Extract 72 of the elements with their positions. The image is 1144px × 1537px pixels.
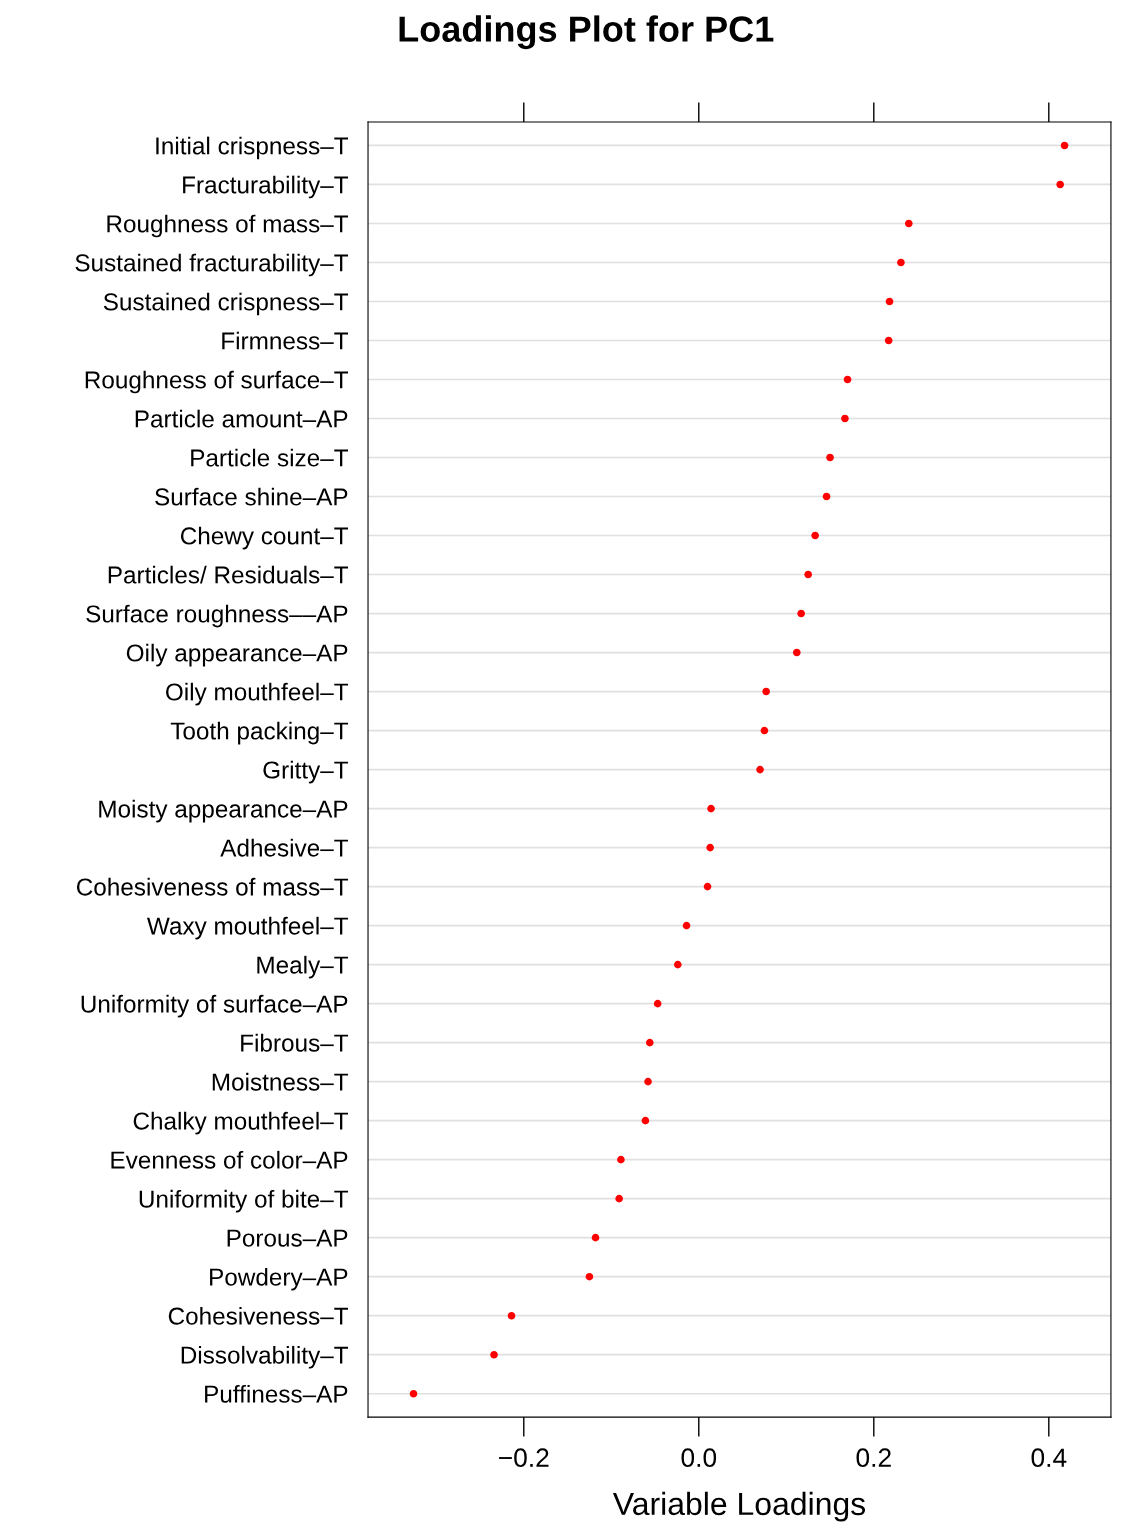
- y-tick-label: Porous–AP: [227, 1229, 348, 1247]
- y-tick-label: Evenness of color–AP: [111, 1150, 348, 1169]
- point: [756, 765, 764, 774]
- x-tick-label: 0.4: [1031, 1448, 1067, 1468]
- y-tick-label: Sustained crispness–T: [103, 292, 349, 316]
- y-tick-label: Initial crispness–T: [156, 136, 349, 160]
- y-tick-label: Moisty appearance–AP: [99, 799, 348, 823]
- point: [706, 843, 714, 852]
- point: [617, 1155, 625, 1164]
- y-tick-label: Sustained fracturability–T: [75, 253, 349, 277]
- y-tick-label: Particles/ Residuals–T: [108, 565, 349, 584]
- point: [615, 1194, 623, 1203]
- point: [644, 1077, 652, 1086]
- x-tick-label: −0.2: [499, 1448, 549, 1468]
- point: [843, 375, 852, 384]
- y-tick-label: Mealy–T: [257, 955, 349, 979]
- point: [811, 531, 819, 540]
- y-tick-label: Surface shine–AP: [155, 487, 348, 506]
- y-tick-label: Gritty–T: [263, 760, 349, 784]
- point: [703, 882, 712, 891]
- y-tick-label: Oily mouthfeel–T: [166, 682, 349, 706]
- y-tick-label: Puffiness–AP: [205, 1384, 348, 1403]
- point: [822, 492, 831, 501]
- y-tick-label: Uniformity of bite–T: [139, 1189, 349, 1213]
- y-tick-label: Roughness of surface–T: [85, 370, 349, 394]
- y-tick-label: Oily appearance–AP: [126, 643, 348, 667]
- point: [645, 1038, 654, 1047]
- point: [591, 1233, 600, 1242]
- point: [409, 1389, 418, 1398]
- point: [905, 219, 913, 228]
- point: [762, 687, 770, 696]
- point: [804, 570, 812, 579]
- point: [826, 453, 834, 462]
- point: [760, 726, 769, 735]
- point: [884, 336, 893, 345]
- point: [1060, 141, 1069, 150]
- point: [792, 648, 801, 657]
- x-axis-title: Variable Loadings: [612, 1491, 866, 1522]
- x-tick-label: 0.0: [681, 1448, 717, 1468]
- y-tick-label: Fracturability–T: [183, 175, 349, 199]
- y-tick-label: Tooth packing–T: [170, 721, 349, 745]
- point: [885, 297, 894, 306]
- y-tick-label: Chewy count–T: [180, 526, 349, 550]
- y-tick-label: Adhesive–T: [220, 838, 349, 857]
- point: [490, 1350, 498, 1359]
- y-tick-label: Cohesiveness of mass–T: [76, 877, 349, 896]
- point: [707, 804, 715, 813]
- y-tick-label: Cohesiveness–T: [168, 1306, 349, 1325]
- point: [585, 1272, 594, 1281]
- point: [673, 960, 682, 969]
- point: [682, 921, 691, 930]
- y-tick-label: Firmness–T: [222, 331, 349, 350]
- y-tick-label: Roughness of mass–T: [107, 214, 349, 238]
- point: [641, 1116, 650, 1125]
- x-tick-label: 0.2: [856, 1448, 891, 1468]
- y-tick-label: Powdery–AP: [210, 1267, 348, 1291]
- y-tick-label: Surface roughness––AP: [86, 604, 348, 628]
- chart-title: Loadings Plot for PC1: [399, 15, 774, 50]
- y-tick-label: Uniformity of surface–AP: [81, 994, 348, 1018]
- point: [1056, 180, 1064, 189]
- y-tick-label: Moistness–T: [212, 1072, 349, 1091]
- point: [507, 1311, 516, 1320]
- y-tick-label: Waxy mouthfeel–T: [146, 916, 349, 940]
- point: [797, 609, 805, 618]
- y-tick-label: Particle amount–AP: [135, 409, 348, 428]
- point: [653, 999, 662, 1008]
- y-tick-label: Dissolvability–T: [181, 1345, 349, 1369]
- y-tick-label: Particle size–T: [191, 448, 349, 467]
- point: [897, 258, 905, 267]
- y-tick-label: Fibrous–T: [241, 1033, 349, 1052]
- point: [841, 414, 849, 423]
- y-tick-label: Chalky mouthfeel–T: [133, 1111, 349, 1135]
